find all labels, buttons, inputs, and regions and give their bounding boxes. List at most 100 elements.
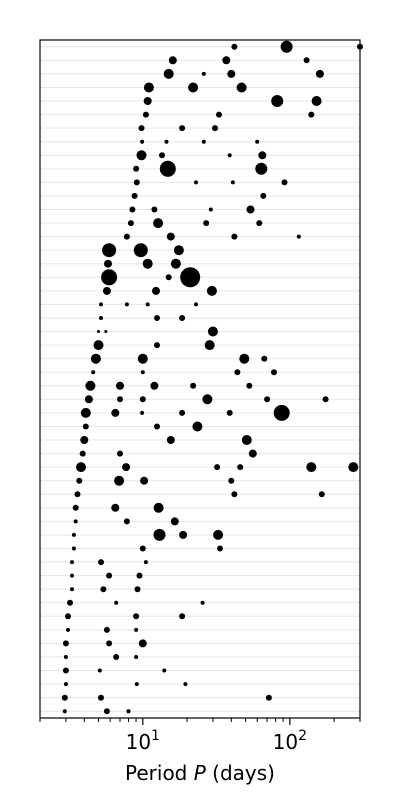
data-point — [134, 682, 139, 687]
data-point — [72, 504, 79, 511]
data-point — [93, 340, 104, 351]
data-point — [133, 165, 140, 172]
data-point — [164, 139, 169, 144]
data-point — [228, 477, 235, 484]
data-point — [256, 220, 263, 227]
data-point — [296, 234, 301, 239]
x-tick-label: 101 — [126, 728, 160, 754]
x-tick-label-exponent: 2 — [298, 728, 307, 744]
data-point — [153, 528, 166, 541]
data-points — [61, 40, 363, 715]
data-point — [133, 243, 148, 258]
data-point — [281, 179, 288, 186]
data-point — [201, 71, 206, 76]
data-point — [143, 560, 148, 565]
data-point — [212, 125, 218, 132]
data-point — [201, 139, 206, 144]
data-point — [260, 192, 267, 199]
data-point — [231, 43, 238, 50]
x-tick-label-base: 10 — [126, 730, 151, 754]
x-tick-label-exponent: 1 — [151, 728, 160, 744]
data-point — [227, 69, 236, 78]
data-point — [97, 668, 102, 673]
row-gridlines — [40, 46, 360, 712]
data-point — [99, 316, 103, 320]
data-point — [136, 572, 143, 579]
data-point — [63, 655, 68, 659]
data-point — [98, 694, 104, 701]
data-point — [62, 709, 67, 714]
data-point — [138, 639, 147, 648]
data-point — [206, 285, 217, 296]
data-point — [154, 342, 160, 349]
data-point — [203, 220, 210, 227]
data-point — [104, 259, 112, 268]
data-point — [124, 302, 129, 307]
data-point — [143, 82, 154, 93]
data-point — [207, 326, 218, 337]
data-point — [61, 694, 68, 701]
data-point — [246, 382, 253, 389]
data-point — [67, 599, 73, 606]
data-point — [162, 668, 167, 673]
data-point — [123, 518, 130, 525]
data-point — [173, 245, 184, 256]
data-point — [163, 68, 174, 79]
data-point — [104, 330, 108, 333]
data-point — [230, 180, 235, 185]
data-point — [236, 82, 247, 93]
data-point — [194, 180, 198, 185]
data-point — [127, 220, 134, 227]
data-point — [103, 708, 110, 715]
x-axis-ticks: 101 102 — [39, 718, 361, 754]
data-point — [308, 111, 315, 118]
data-point — [134, 627, 139, 632]
data-point — [138, 125, 145, 132]
data-point — [123, 233, 130, 240]
data-point — [152, 286, 160, 295]
data-point — [168, 56, 177, 65]
data-point — [82, 423, 89, 430]
data-point — [80, 407, 91, 418]
data-point — [70, 587, 74, 592]
data-point — [80, 436, 89, 444]
data-point — [265, 694, 272, 701]
data-point — [264, 396, 271, 403]
x-axis-title-variable: P — [194, 761, 207, 785]
data-point — [106, 640, 113, 647]
data-point — [91, 370, 96, 375]
data-point — [71, 532, 76, 537]
data-point — [202, 394, 213, 405]
data-point — [143, 97, 152, 105]
data-point — [194, 302, 198, 307]
data-point — [179, 613, 186, 620]
data-point — [217, 545, 223, 552]
data-point — [62, 667, 69, 674]
data-point — [214, 464, 221, 471]
data-point — [133, 179, 140, 186]
data-point — [216, 111, 222, 118]
data-point — [179, 409, 186, 416]
data-point — [139, 545, 146, 552]
data-point — [117, 450, 123, 457]
data-point — [85, 380, 96, 391]
data-point — [222, 56, 231, 65]
data-point — [140, 476, 149, 485]
data-point — [136, 150, 147, 161]
data-point — [227, 153, 232, 158]
data-point — [84, 395, 93, 404]
data-point — [318, 491, 325, 498]
data-point — [76, 462, 86, 473]
x-tick-label: 102 — [273, 728, 307, 754]
data-point — [306, 462, 317, 473]
data-point — [255, 139, 260, 144]
data-point — [102, 286, 111, 295]
data-point — [213, 529, 224, 540]
data-point — [179, 530, 188, 539]
data-point — [134, 586, 141, 593]
data-point — [76, 477, 83, 484]
data-point — [192, 421, 203, 432]
data-point — [102, 243, 117, 258]
data-point — [231, 233, 238, 240]
data-point — [137, 353, 148, 364]
